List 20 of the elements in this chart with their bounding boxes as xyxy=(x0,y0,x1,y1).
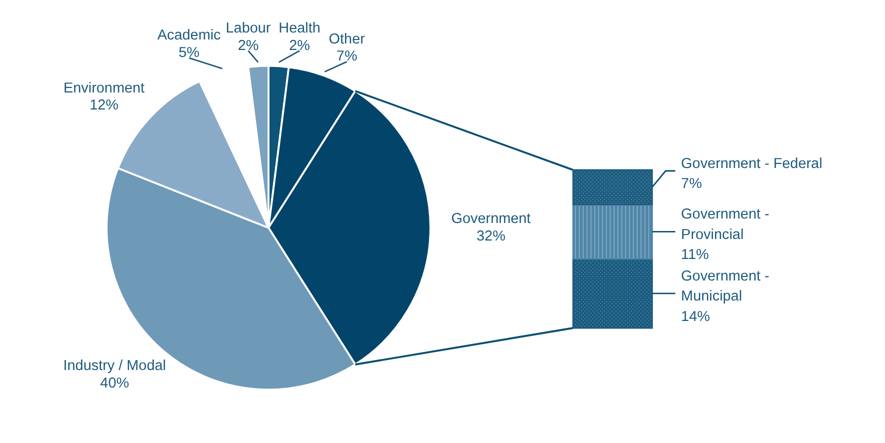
data-label: 2% xyxy=(238,38,259,54)
data-label: 32% xyxy=(476,228,506,244)
slice-label: Health xyxy=(278,20,320,36)
data-label: 7% xyxy=(336,48,358,65)
text: Government - Municipal xyxy=(681,268,770,305)
data-label: 5% xyxy=(178,45,200,62)
slice-label: Environment xyxy=(64,80,145,96)
text: Government - Federal xyxy=(681,156,822,172)
slice-label: Academic xyxy=(157,28,221,44)
data-label: 12% xyxy=(90,98,119,114)
data-label: 14% xyxy=(681,308,710,325)
data-label: 40% xyxy=(100,375,130,392)
data-label: 2% xyxy=(289,38,310,54)
text: Government - Provincial xyxy=(681,206,770,243)
slice-label: Labour xyxy=(226,20,271,36)
data-label: 7% xyxy=(681,176,702,192)
slice-label: Industry / Modal xyxy=(63,358,166,374)
slice-label: Government xyxy=(451,210,531,227)
slice-label: Other xyxy=(328,31,366,48)
data-label: 11% xyxy=(681,247,710,264)
